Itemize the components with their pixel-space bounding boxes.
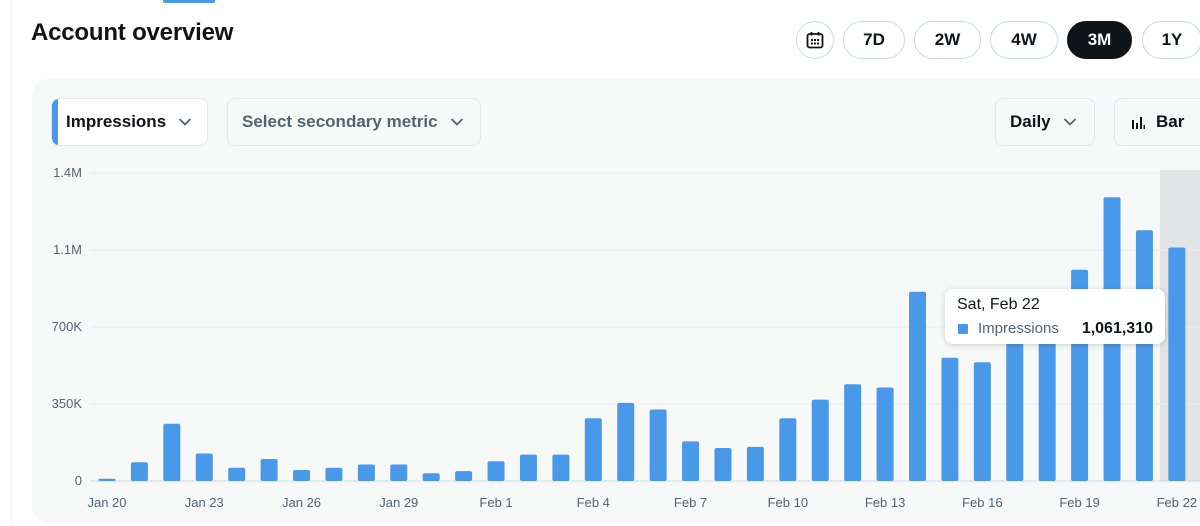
interval-dropdown[interactable]: Daily (995, 98, 1095, 146)
interval-label: Daily (1010, 112, 1051, 131)
secondary-metric-placeholder: Select secondary metric (242, 112, 438, 131)
left-divider (11, 0, 12, 526)
x-tick-label: Jan 29 (379, 495, 419, 510)
tooltip-series-swatch (958, 324, 968, 334)
top-tab-indicator (163, 0, 215, 3)
y-tick-label: 1.4M (53, 165, 82, 180)
page-title: Account overview (31, 19, 234, 46)
y-tick-label: 350K (51, 396, 82, 411)
chevron-down-icon (1063, 118, 1077, 126)
range-7d-button[interactable]: 7D (843, 21, 905, 59)
bar-jan-21[interactable] (130, 462, 148, 481)
bar-feb-3[interactable] (552, 454, 570, 481)
x-tick-label: Jan 23 (184, 495, 224, 510)
bar-jan-23[interactable] (195, 453, 213, 482)
y-tick-label: 1.1M (53, 242, 82, 257)
bar-feb-11[interactable] (811, 399, 829, 481)
bar-feb-15[interactable] (941, 357, 959, 481)
bar-feb-1[interactable] (487, 461, 505, 481)
calendar-button[interactable] (796, 21, 834, 59)
bar-jan-24[interactable] (228, 467, 246, 481)
primary-metric-dropdown[interactable]: Impressions (51, 98, 208, 146)
x-tick-label: Jan 26 (281, 495, 322, 510)
chevron-down-icon (178, 118, 192, 126)
range-3m-button[interactable]: 3M (1067, 21, 1132, 59)
primary-metric-label: Impressions (66, 112, 167, 131)
chevron-down-icon (450, 118, 464, 126)
y-tick-label: 0 (74, 473, 82, 488)
x-tick-label: Feb 10 (767, 495, 809, 510)
bar-feb-2[interactable] (519, 454, 537, 481)
chart-type-dropdown[interactable]: Bar (1114, 98, 1200, 146)
bar-feb-9[interactable] (746, 446, 764, 481)
bar-feb-12[interactable] (844, 384, 862, 481)
calendar-icon (806, 32, 824, 49)
tooltip-date: Sat, Feb 22 (957, 296, 1040, 313)
bar-feb-21[interactable] (1135, 230, 1153, 481)
bar-jan-20[interactable] (98, 478, 116, 481)
bar-feb-16[interactable] (973, 362, 991, 481)
x-tick-label: Jan 20 (87, 495, 127, 510)
range-2w-button[interactable]: 2W (914, 21, 981, 59)
bar-chart-icon (1132, 117, 1145, 129)
range-4w-button[interactable]: 4W (990, 21, 1058, 59)
bar-jan-25[interactable] (260, 459, 278, 481)
tooltip-value: 1,061,310 (1081, 320, 1153, 337)
bar-feb-22[interactable] (1168, 247, 1186, 481)
bar-feb-8[interactable] (714, 448, 732, 481)
x-tick-label: Feb 16 (962, 495, 1003, 510)
bar-jan-27[interactable] (325, 467, 343, 481)
x-tick-label: Feb 4 (576, 495, 610, 510)
range-1y-button[interactable]: 1Y (1142, 21, 1200, 59)
secondary-metric-dropdown[interactable]: Select secondary metric (227, 98, 481, 146)
bar-feb-10[interactable] (779, 418, 797, 481)
bar-feb-17[interactable] (1006, 316, 1024, 481)
x-tick-label: Feb 1 (479, 495, 513, 510)
x-tick-label: Feb 7 (673, 495, 708, 510)
chart-type-label: Bar (1156, 112, 1185, 131)
bar-feb-6[interactable] (649, 409, 667, 482)
bar-jan-26[interactable] (293, 470, 311, 481)
metric-color-accent (52, 99, 58, 145)
bar-jan-29[interactable] (390, 464, 408, 482)
bar-feb-13[interactable] (876, 387, 894, 482)
bar-jan-22[interactable] (163, 423, 181, 481)
bar-feb-7[interactable] (682, 441, 700, 481)
y-tick-label: 700K (51, 319, 82, 334)
bar-feb-14[interactable] (909, 291, 926, 481)
x-tick-label: Feb 19 (1059, 495, 1100, 510)
x-tick-label: Feb 22 (1156, 495, 1198, 510)
bar-feb-4[interactable] (584, 418, 602, 481)
bar-jan-28[interactable] (357, 464, 375, 482)
bar-feb-5[interactable] (617, 402, 635, 481)
chart-tooltip: Sat, Feb 22 Impressions 1,061,310 (945, 289, 1165, 344)
bar-jan-30[interactable] (422, 473, 440, 481)
bar-jan-31[interactable] (455, 471, 473, 481)
tooltip-series-name: Impressions (978, 320, 1059, 337)
x-tick-label: Feb 13 (864, 495, 906, 510)
